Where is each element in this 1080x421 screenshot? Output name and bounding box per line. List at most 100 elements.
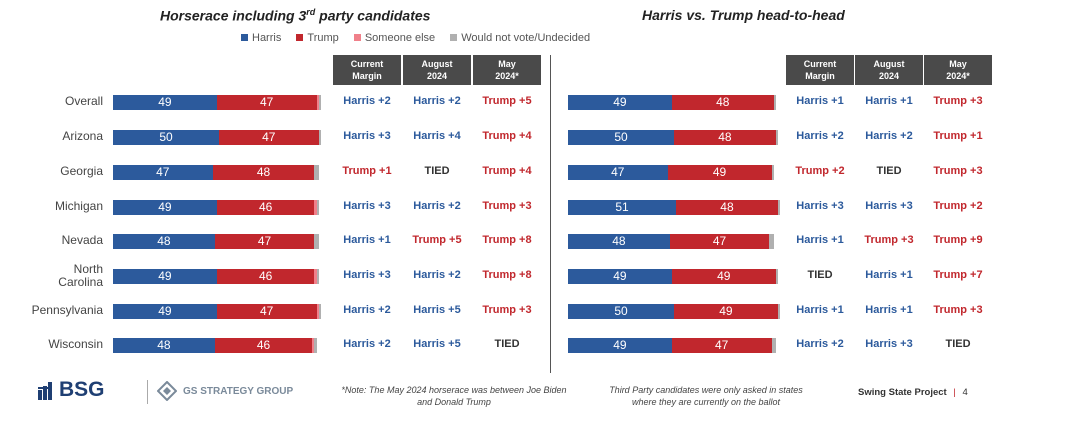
left-title-part2: party candidates <box>315 7 431 24</box>
margin-current: Harris +2 <box>796 338 844 350</box>
left-title-part1: Horserace including 3 <box>160 7 307 24</box>
margin-current: Harris +1 <box>796 304 844 316</box>
col-header-text: May 2024* <box>495 58 519 82</box>
bar-segment-someone-else <box>316 304 319 319</box>
footnote-third-party: Third Party candidates were only asked i… <box>609 385 803 407</box>
legend-item-harris: Harris <box>241 32 281 44</box>
col-header-left-1: August 2024 <box>403 55 471 85</box>
bar-segment-harris: 48 <box>568 234 670 249</box>
margin-current: Harris +3 <box>796 200 844 212</box>
stacked-bar: 49 47 <box>113 304 325 319</box>
bar-segment-trump: 46 <box>214 338 313 353</box>
stacked-bar: 50 48 <box>568 130 780 145</box>
margin-current: Harris +1 <box>796 234 844 246</box>
legend-item-undecided: Would not vote/Undecided <box>450 32 590 44</box>
bar-segment-harris: 49 <box>568 338 672 353</box>
margin-current: Harris +2 <box>343 304 391 316</box>
legend-swatch-someone-else <box>353 34 361 41</box>
col-header-line2: 2024 <box>878 71 900 81</box>
margin-current: Harris +1 <box>343 234 391 246</box>
legend: Harris Trump Someone else Would not vote… <box>241 32 602 44</box>
bar-segment-would-not-vote-undecided <box>318 95 321 110</box>
margin-current: Harris +2 <box>796 130 844 142</box>
bar-segment-would-not-vote-undecided <box>318 130 321 145</box>
bar-segment-trump: 48 <box>674 130 776 145</box>
margin-august: Trump +3 <box>864 234 914 246</box>
bar-segment-would-not-vote-undecided <box>773 95 776 110</box>
col-header-right-1: August 2024 <box>855 55 923 85</box>
col-header-left-2: May 2024* <box>473 55 541 85</box>
margin-current: TIED <box>807 269 833 281</box>
bar-segment-harris: 48 <box>113 338 215 353</box>
bar-segment-trump: 49 <box>671 269 776 284</box>
margin-current: Harris +3 <box>343 200 391 212</box>
stacked-bar: 51 48 <box>568 200 780 215</box>
col-header-text: Current Margin <box>804 58 837 82</box>
col-header-text: Current Margin <box>351 58 384 82</box>
bar-segment-would-not-vote-undecided <box>775 269 778 284</box>
margin-may: Trump +3 <box>482 304 532 316</box>
margin-august: Harris +2 <box>413 269 461 281</box>
bar-segment-trump: 47 <box>214 234 315 249</box>
margin-august: Harris +2 <box>865 130 913 142</box>
margin-august: Harris +4 <box>413 130 461 142</box>
bar-segment-harris: 50 <box>568 304 674 319</box>
bar-segment-would-not-vote-undecided <box>771 165 774 180</box>
margin-august: Harris +5 <box>413 304 461 316</box>
state-label: North Carolina <box>58 262 103 289</box>
stacked-bar: 50 47 <box>113 130 325 145</box>
margin-august: Harris +1 <box>865 95 913 107</box>
margin-may: TIED <box>494 338 520 350</box>
state-label: Georgia <box>60 164 103 178</box>
stacked-bar: 49 47 <box>113 95 325 110</box>
margin-august: Harris +5 <box>413 338 461 350</box>
stacked-bar: 47 49 <box>568 165 780 180</box>
bar-segment-trump: 49 <box>667 165 772 180</box>
logo-separator <box>147 380 148 404</box>
margin-current: Harris +1 <box>796 95 844 107</box>
gs-logo-icon <box>157 381 177 401</box>
col-header-line2: Margin <box>805 71 835 81</box>
stacked-bar: 49 49 <box>568 269 780 284</box>
bsg-logo-icon <box>38 382 52 400</box>
stacked-bar: 49 47 <box>568 338 780 353</box>
margin-august: Harris +1 <box>865 304 913 316</box>
bar-segment-would-not-vote-undecided <box>777 200 780 215</box>
bar-segment-harris: 47 <box>568 165 668 180</box>
legend-item-trump: Trump <box>296 32 339 44</box>
margin-august: TIED <box>424 165 450 177</box>
col-header-text: August 2024 <box>422 58 453 82</box>
margin-current: Harris +2 <box>343 95 391 107</box>
col-header-line1: August <box>421 59 453 69</box>
legend-item-someone-else: Someone else <box>353 32 435 44</box>
col-header-text: May 2024* <box>946 58 970 82</box>
col-header-line2: 2024* <box>946 71 970 81</box>
bar-segment-would-not-vote-undecided <box>314 234 319 249</box>
col-header-line2: 2024* <box>495 71 519 81</box>
bar-segment-harris: 49 <box>113 95 217 110</box>
margin-august: Harris +2 <box>413 95 461 107</box>
logo-bsg-text: BSG <box>59 378 105 401</box>
margin-may: Trump +3 <box>933 165 983 177</box>
legend-label-harris: Harris <box>252 32 282 44</box>
bar-segment-would-not-vote-undecided <box>775 130 778 145</box>
stacked-bar: 48 47 <box>113 234 325 249</box>
page-number: 4 <box>962 387 968 398</box>
footnote-may: *Note: The May 2024 horserace was betwee… <box>341 385 567 407</box>
bar-segment-someone-else <box>314 200 317 215</box>
bar-segment-trump: 47 <box>669 234 770 249</box>
stacked-bar: 49 48 <box>568 95 780 110</box>
col-header-line1: August <box>873 59 905 69</box>
margin-may: Trump +2 <box>933 200 983 212</box>
bar-segment-trump: 49 <box>674 304 778 319</box>
stacked-bar: 48 47 <box>568 234 780 249</box>
bar-segment-would-not-vote-undecided <box>314 338 317 353</box>
bar-segment-harris: 47 <box>113 165 213 180</box>
bar-segment-trump: 46 <box>216 269 315 284</box>
right-chart-title: Harris vs. Trump head-to-head <box>642 7 845 23</box>
margin-may: Trump +4 <box>482 165 532 177</box>
margin-august: TIED <box>876 165 902 177</box>
footer-separator: | <box>953 387 956 398</box>
col-header-line1: May <box>949 59 967 69</box>
col-header-line2: 2024 <box>426 71 448 81</box>
